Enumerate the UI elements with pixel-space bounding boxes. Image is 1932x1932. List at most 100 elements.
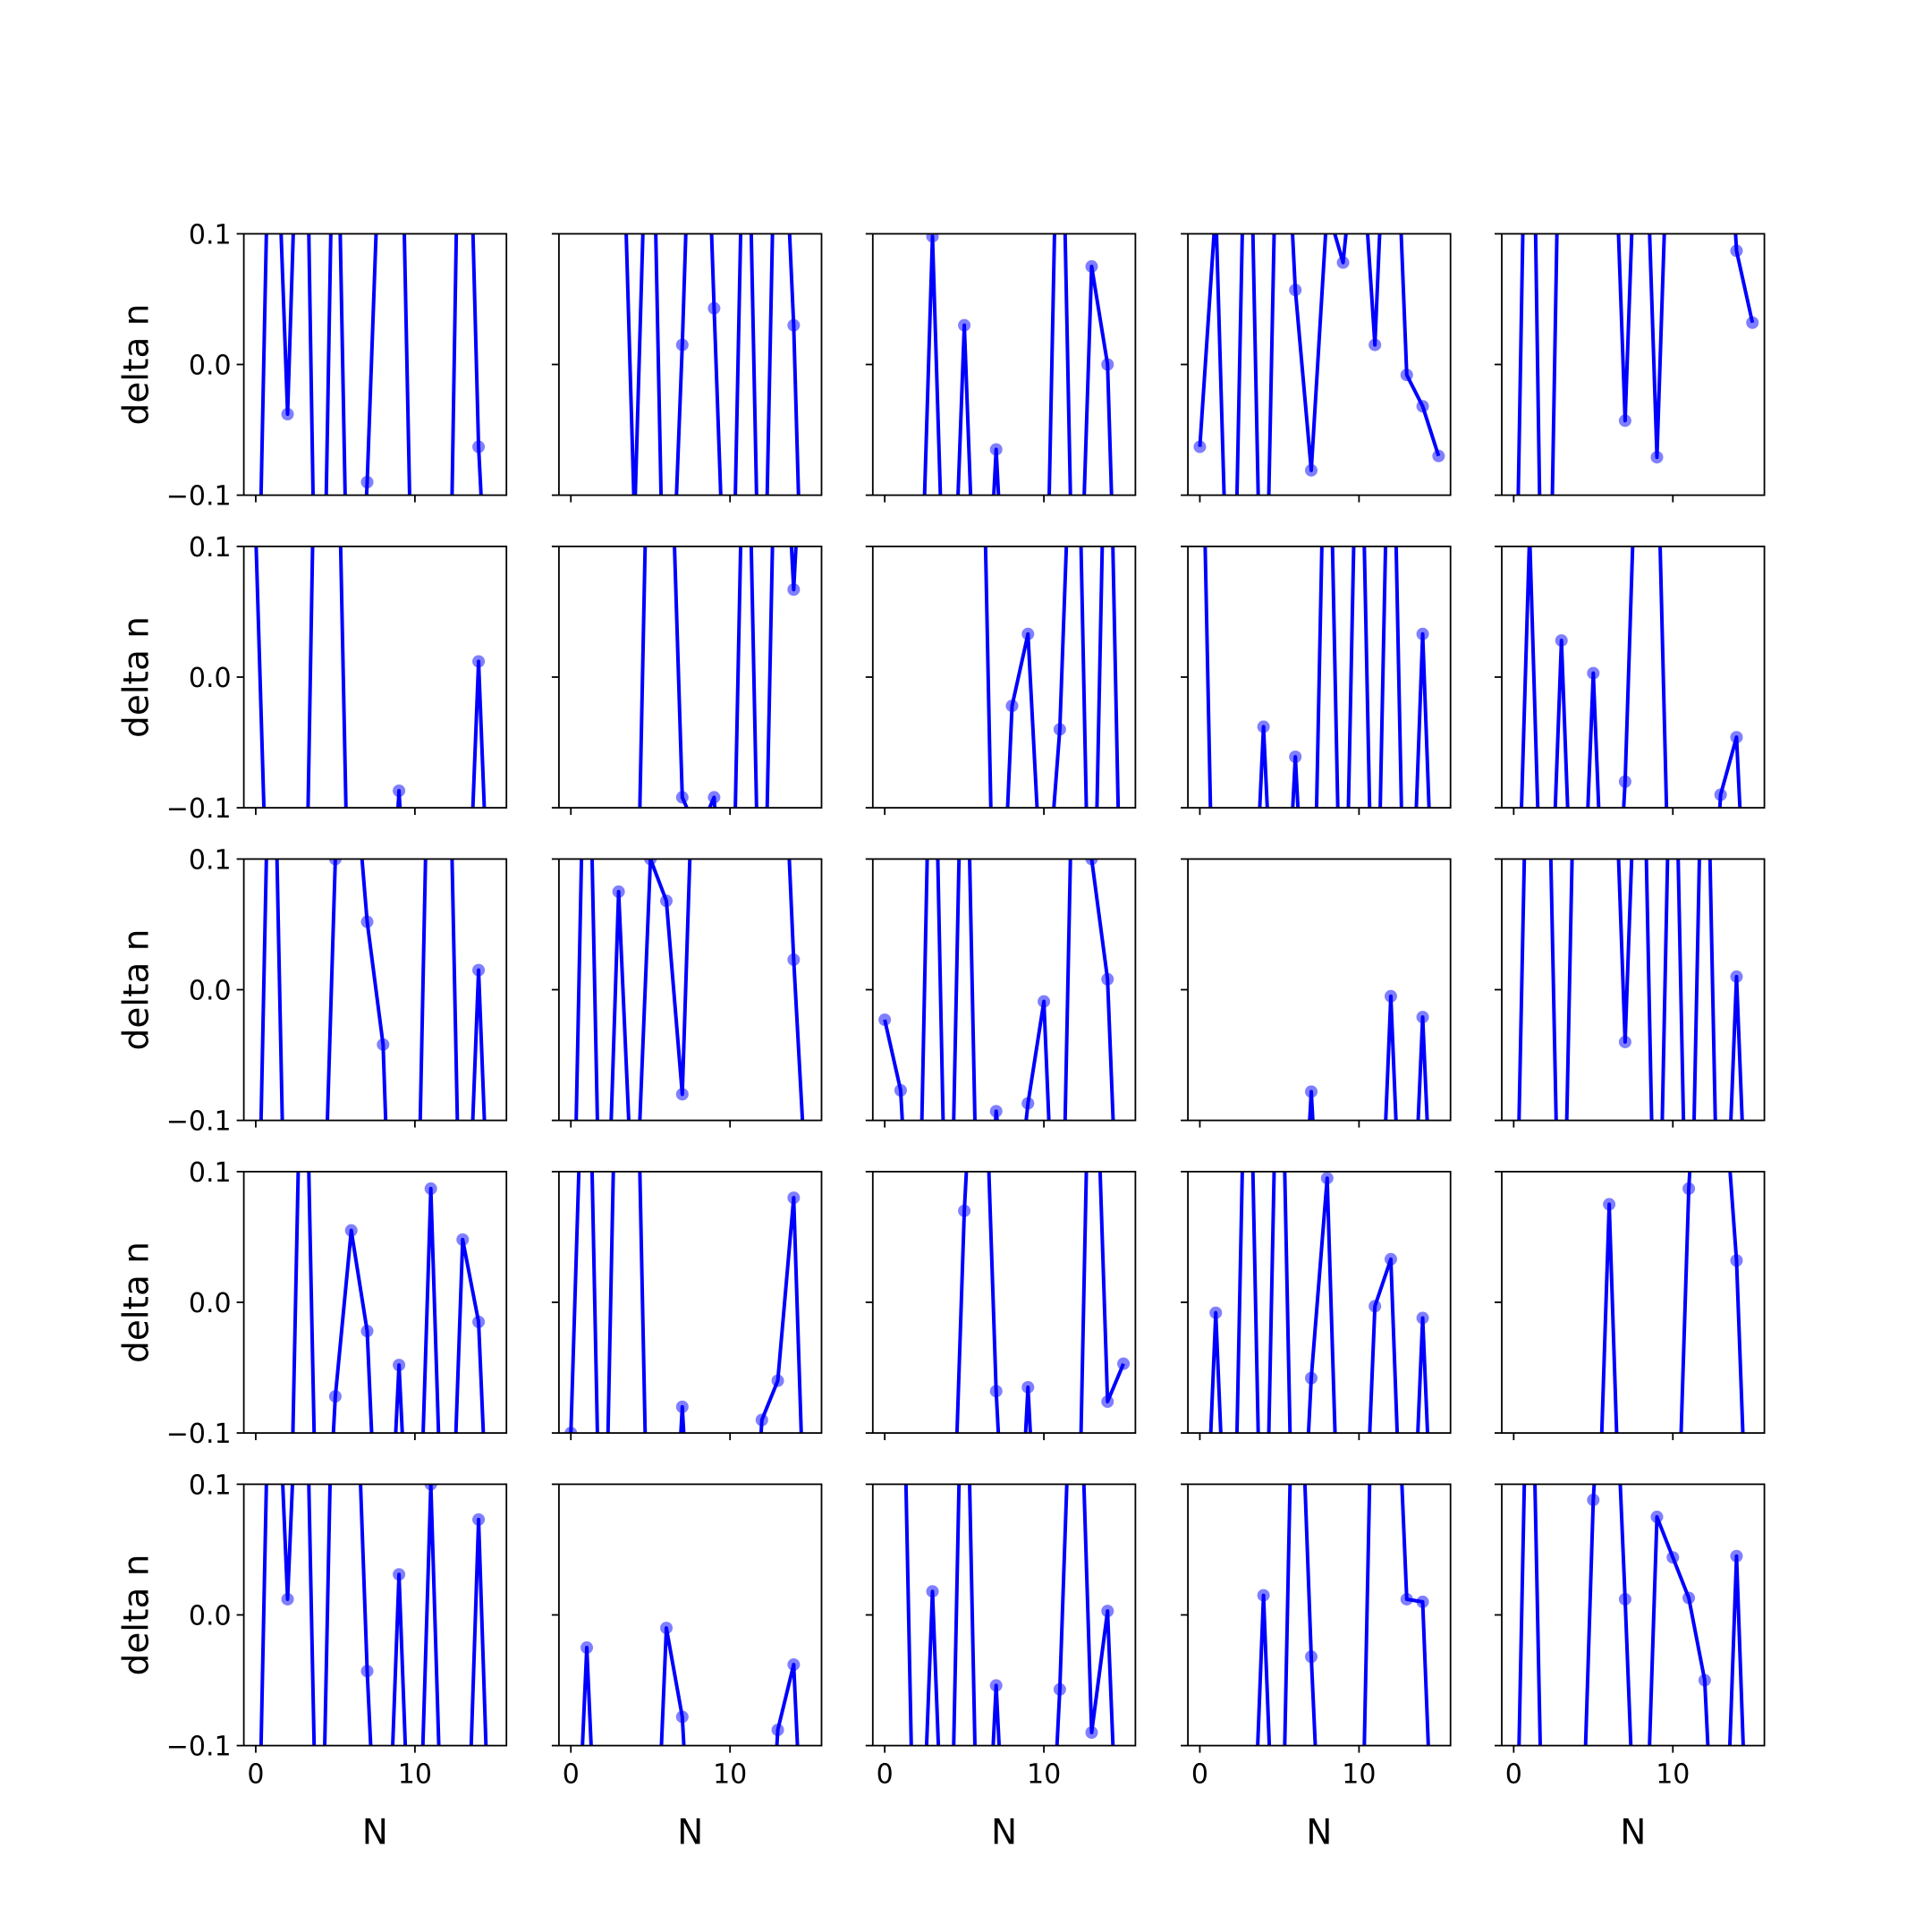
data-point xyxy=(675,1400,689,1413)
data-point xyxy=(708,791,721,804)
data-line xyxy=(258,859,487,1121)
data-point xyxy=(1070,1688,1082,1700)
panel xyxy=(1181,201,1452,503)
panel: −0.1 0.0 0.1 delta n xyxy=(117,148,508,1075)
data-point xyxy=(1193,440,1207,453)
data-point xyxy=(472,963,486,977)
data-point xyxy=(1416,1595,1429,1608)
data-point xyxy=(597,1688,609,1700)
data-point xyxy=(1523,1216,1536,1229)
y-tick-label: −0.1 xyxy=(166,1732,232,1763)
panel: 0 10 N xyxy=(865,1216,1137,1853)
data-line xyxy=(1198,233,1441,496)
data-line xyxy=(574,859,805,1121)
x-axis-label: N xyxy=(362,1813,388,1853)
data-point xyxy=(1005,699,1019,713)
panel xyxy=(551,233,823,503)
data-point xyxy=(878,1216,891,1229)
data-point xyxy=(628,1245,640,1258)
x-tick-label: 0 xyxy=(563,1759,580,1791)
data-point xyxy=(281,1592,294,1606)
data-point xyxy=(597,1376,609,1388)
data-point xyxy=(675,791,689,804)
data-point xyxy=(989,1385,1003,1398)
x-axis-label: N xyxy=(991,1813,1017,1853)
data-point xyxy=(1699,591,1711,604)
data-point xyxy=(660,1622,674,1635)
panel xyxy=(1495,591,1766,1388)
data-point xyxy=(894,279,907,292)
data-line xyxy=(638,546,798,809)
axes-frame xyxy=(558,233,823,496)
data-point xyxy=(1321,201,1334,214)
data-point xyxy=(1682,1063,1695,1075)
data-point xyxy=(440,1688,453,1700)
data-point xyxy=(1432,1376,1445,1388)
data-point xyxy=(1193,279,1206,292)
data-point xyxy=(1699,904,1711,917)
plot-area xyxy=(1516,233,1759,496)
data-point xyxy=(1101,279,1114,292)
data-point xyxy=(772,591,784,604)
data-point xyxy=(1117,1063,1130,1075)
y-tick-label: 0.1 xyxy=(189,844,232,876)
data-point xyxy=(1352,1688,1365,1700)
x-tick-label: 10 xyxy=(1656,1759,1690,1791)
data-point xyxy=(1258,1376,1270,1388)
data-point xyxy=(1337,1376,1350,1388)
data-line xyxy=(1308,994,1429,1121)
y-tick-label: 0.0 xyxy=(189,1288,232,1319)
data-point xyxy=(393,1359,406,1372)
data-point xyxy=(564,1063,577,1075)
y-axis-label: delta n xyxy=(117,929,157,1051)
data-point xyxy=(266,1688,278,1700)
data-point xyxy=(313,148,326,161)
y-axis-label: delta n xyxy=(117,616,157,738)
panel: −0.1 0.0 0.1 delta n xyxy=(117,591,508,1519)
data-point xyxy=(1209,1063,1222,1075)
data-point xyxy=(282,1063,294,1075)
data-point xyxy=(328,859,342,866)
data-line xyxy=(954,1171,1125,1434)
data-point xyxy=(297,1216,309,1229)
panel xyxy=(1495,546,1766,1075)
data-point xyxy=(894,1083,907,1097)
plot-area xyxy=(574,591,805,1388)
data-point xyxy=(360,475,374,488)
data-point xyxy=(1555,1376,1568,1388)
panel xyxy=(1495,904,1766,1700)
data-point xyxy=(1618,1035,1631,1048)
data-point xyxy=(1432,1063,1445,1075)
data-point xyxy=(974,904,987,917)
data-point xyxy=(612,885,625,898)
data-point xyxy=(755,1413,768,1427)
data-point xyxy=(1053,1682,1066,1696)
data-point xyxy=(1401,1063,1413,1075)
panel: 0 10 N xyxy=(1495,1216,1766,1853)
axes-frame xyxy=(1187,1483,1452,1747)
data-point xyxy=(580,1063,593,1075)
data-point xyxy=(740,1688,752,1700)
data-point xyxy=(440,591,453,604)
data-point xyxy=(644,859,657,866)
data-point xyxy=(1699,1063,1711,1075)
data-point xyxy=(675,338,689,352)
x-axis-label: N xyxy=(1306,1813,1332,1853)
data-point xyxy=(926,233,939,243)
data-point xyxy=(393,1506,405,1519)
data-point xyxy=(1416,1311,1429,1325)
data-point xyxy=(1730,731,1743,744)
data-point xyxy=(1715,1035,1727,1047)
y-tick-label: 0.0 xyxy=(189,976,232,1007)
data-point xyxy=(1070,279,1082,292)
data-point xyxy=(440,816,453,828)
data-point xyxy=(911,1376,923,1388)
data-point xyxy=(1273,1376,1285,1388)
data-point xyxy=(1666,1688,1679,1700)
data-point xyxy=(313,881,326,894)
data-point xyxy=(1650,451,1664,464)
plot-area xyxy=(624,233,801,496)
axes-frame xyxy=(558,546,823,809)
y-tick-label: 0.1 xyxy=(189,219,232,250)
data-point xyxy=(1635,591,1648,604)
